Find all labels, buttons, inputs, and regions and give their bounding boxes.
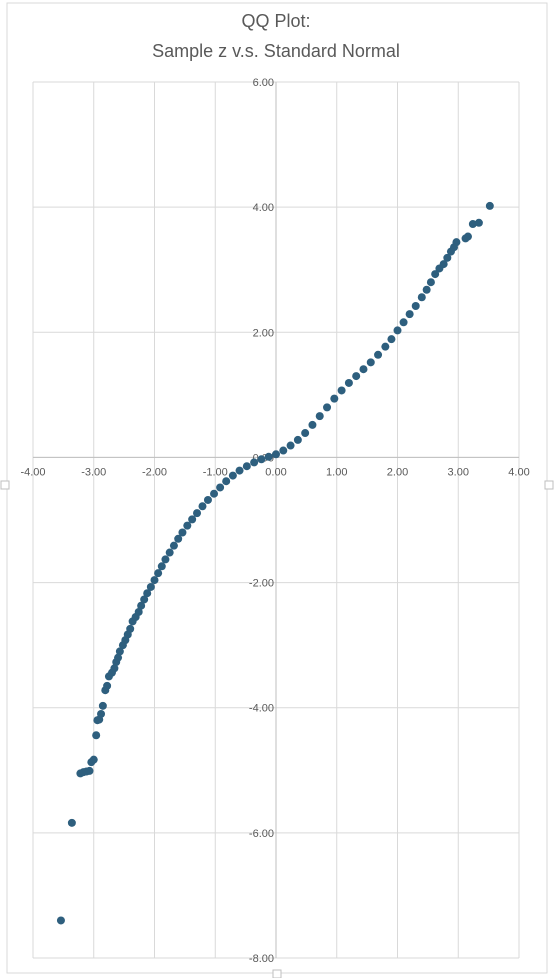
data-point	[399, 318, 408, 327]
x-tick-label: 2.00	[387, 466, 408, 478]
data-point	[110, 664, 119, 673]
data-point	[279, 446, 288, 455]
data-point	[468, 220, 477, 229]
x-tick-label: 3.00	[448, 466, 469, 478]
y-tick-label: 2.00	[253, 327, 274, 339]
chart-title-line-1: QQ Plot:	[241, 11, 310, 31]
data-point	[140, 595, 149, 604]
data-point	[463, 232, 472, 241]
data-point	[359, 365, 368, 374]
data-point	[85, 766, 94, 775]
data-point	[301, 429, 310, 438]
data-point	[150, 576, 159, 585]
resize-handles[interactable]	[0, 480, 554, 978]
data-point	[126, 624, 135, 633]
data-point	[98, 701, 107, 710]
data-point	[387, 335, 396, 344]
data-point	[422, 285, 431, 294]
data-points	[56, 201, 494, 925]
data-point	[257, 455, 266, 464]
data-point	[222, 477, 231, 486]
data-point	[337, 386, 346, 395]
data-point	[426, 278, 435, 287]
data-point	[137, 601, 146, 610]
data-point	[134, 607, 143, 616]
x-tick-labels: -4.00 -3.00 -2.00 -1.00 0.00 1.00 2.00 3.00 4.00	[20, 466, 529, 478]
data-point	[485, 201, 494, 210]
data-point	[323, 403, 332, 412]
right-resize-handle[interactable]	[544, 480, 554, 490]
data-point	[115, 647, 124, 656]
data-point	[393, 326, 402, 335]
data-point	[216, 483, 225, 492]
x-tick-label: -4.00	[20, 466, 45, 478]
data-point	[242, 462, 251, 471]
data-point	[193, 509, 202, 518]
y-tick-label: -4.00	[249, 703, 274, 715]
data-point	[210, 489, 219, 498]
data-point	[452, 238, 461, 247]
x-tick-label: 0.00	[265, 466, 286, 478]
chart-title-line-2: Sample z v.s. Standard Normal	[152, 41, 400, 61]
data-point	[183, 521, 192, 530]
data-point	[286, 441, 295, 450]
data-point	[405, 310, 414, 319]
data-point	[366, 358, 375, 367]
data-point	[443, 253, 452, 262]
y-tick-label: 4.00	[253, 202, 274, 214]
y-tick-label: -8.00	[249, 953, 274, 965]
data-point	[431, 270, 440, 279]
data-point	[264, 452, 273, 461]
data-point	[67, 818, 76, 827]
data-point	[411, 302, 420, 311]
data-point	[103, 681, 112, 690]
data-point	[352, 372, 361, 381]
data-point	[97, 709, 106, 718]
data-point	[272, 450, 280, 459]
data-point	[114, 653, 123, 662]
data-point	[178, 528, 187, 537]
data-point	[381, 342, 390, 351]
data-point	[315, 412, 324, 421]
data-point	[330, 394, 339, 403]
data-point	[198, 502, 207, 511]
data-point	[161, 555, 170, 564]
data-point	[417, 293, 426, 302]
data-point	[146, 582, 155, 591]
data-point	[293, 435, 302, 444]
data-point	[344, 378, 353, 387]
data-point	[308, 420, 317, 429]
x-tick-label: 1.00	[326, 466, 347, 478]
data-point	[165, 548, 174, 557]
bottom-resize-handle[interactable]	[272, 969, 282, 978]
data-point	[143, 589, 152, 598]
y-tick-label: 6.00	[253, 77, 274, 89]
data-point	[203, 495, 212, 504]
left-resize-handle[interactable]	[0, 480, 10, 490]
data-point	[56, 916, 65, 925]
data-point	[169, 541, 178, 550]
data-point	[89, 755, 98, 764]
data-point	[474, 218, 483, 227]
data-point	[174, 534, 183, 543]
data-point	[188, 515, 197, 524]
chart-border	[6, 2, 548, 974]
data-point	[154, 569, 163, 578]
y-tick-labels: -8.00-6.00-4.00-2.000.002.004.006.00	[249, 77, 274, 965]
x-tick-label: -2.00	[142, 466, 167, 478]
x-tick-label: -3.00	[81, 466, 106, 478]
y-tick-label: -2.00	[249, 578, 274, 590]
data-point	[92, 731, 101, 740]
data-point	[235, 466, 244, 475]
data-point	[250, 458, 259, 467]
data-point	[439, 260, 448, 269]
data-point	[157, 562, 166, 571]
data-point	[374, 350, 383, 359]
y-tick-label: -6.00	[249, 828, 274, 840]
x-tick-label: 4.00	[508, 466, 529, 478]
data-point	[228, 471, 237, 480]
x-tick-label: -1.00	[203, 466, 228, 478]
